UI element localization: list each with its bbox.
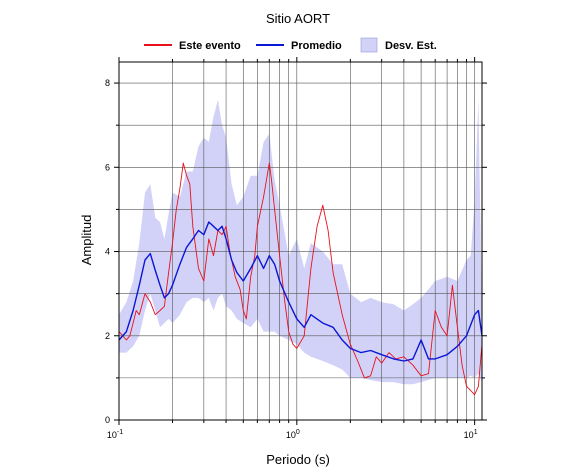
std-dev-band-layer (119, 99, 482, 385)
legend-item: Este evento (144, 40, 241, 52)
legend-label: Desv. Est. (385, 40, 437, 52)
legend-swatch-band (360, 37, 378, 53)
legend-label: Este evento (179, 40, 241, 52)
series-layer (118, 162, 483, 396)
y-tick-label: 6 (105, 162, 110, 172)
legend-item: Promedio (256, 40, 342, 52)
series-line-promedio (118, 221, 483, 362)
y-tick-label: 2 (105, 331, 110, 341)
y-tick-label: 4 (105, 247, 110, 257)
x-tick-label: 101 (464, 429, 478, 440)
legend: Este evento Promedio Desv. Est. (144, 37, 437, 53)
y-axis-label: Amplitud (79, 215, 94, 266)
y-tick-label: 0 (105, 415, 110, 425)
chart-title: Sitio AORT (266, 11, 330, 26)
x-tick-label: 100 (286, 429, 300, 440)
plot-area (118, 61, 483, 421)
series-line-este-evento (118, 162, 483, 396)
y-axis-ticks: 0 2 4 6 8 (105, 78, 487, 425)
y-tick-label: 8 (105, 78, 110, 88)
legend-item: Desv. Est. (360, 37, 437, 53)
x-axis-label: Periodo (s) (266, 452, 330, 467)
plot-frame (118, 61, 483, 421)
x-tick-label: 10-1 (107, 429, 123, 440)
std-dev-band (119, 99, 482, 385)
grid-layer (118, 62, 482, 420)
legend-label: Promedio (291, 40, 342, 52)
x-axis-ticks: 10-1 100 101 (107, 57, 478, 440)
